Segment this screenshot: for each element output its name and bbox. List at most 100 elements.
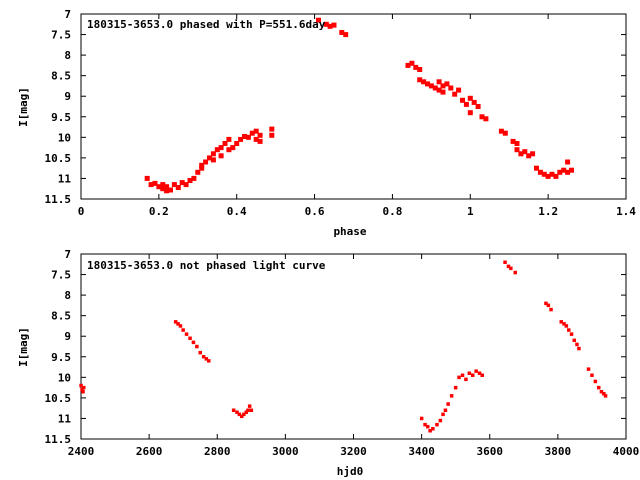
unphased-data-point [246, 408, 250, 412]
phased-data-point [565, 159, 571, 165]
unphased-data-point [577, 346, 581, 351]
phased-data-point [222, 141, 228, 146]
unphased-x-tick-label: 3000 [272, 445, 299, 458]
phased-y-tick-label: 8 [64, 49, 71, 62]
phased-data-point [183, 182, 189, 188]
unphased-data-point [195, 344, 199, 349]
unphased-x-tick-label: 4000 [613, 445, 640, 458]
phased-data-point [327, 23, 333, 29]
phased-data-point [530, 151, 536, 157]
unphased-data-point [549, 307, 553, 312]
unphased-data-point [513, 270, 517, 275]
unphased-y-tick-label: 11.5 [45, 433, 72, 446]
phased-data-point [456, 87, 462, 93]
phased-y-axis-label: I[mag] [17, 87, 30, 127]
phased-x-tick-label: 1 [467, 205, 474, 218]
phased-data-point [210, 157, 216, 163]
phased-data-point [498, 128, 504, 134]
unphased-data-point [575, 342, 579, 347]
unphased-data-point [590, 373, 594, 377]
phased-y-tick-label: 11 [58, 172, 72, 185]
unphased-data-point [82, 385, 86, 390]
phased-data-point [444, 81, 450, 87]
unphased-data-point [464, 377, 468, 382]
phased-data-point [452, 91, 458, 97]
unphased-data-point [477, 371, 482, 375]
unphased-plot-title: 180315-3653.0 not phased light curve [87, 259, 326, 272]
phased-data-point [269, 126, 275, 132]
phased-data-point [175, 185, 181, 190]
phased-data-point [164, 188, 170, 194]
unphased-data-point [506, 264, 511, 269]
phased-data-point [230, 145, 236, 151]
unphased-data-point [603, 394, 608, 398]
unphased-data-point [181, 328, 185, 332]
phased-data-point [171, 182, 177, 188]
phased-data-point [514, 141, 520, 146]
phased-x-tick-label: 0.6 [305, 205, 325, 218]
unphased-data-point [443, 408, 448, 412]
phased-data-point [160, 182, 166, 188]
phased-data-point [234, 141, 240, 146]
unphased-data-point [188, 336, 192, 340]
phased-data-point [417, 77, 423, 83]
unphased-data-point [457, 375, 461, 380]
unphased-data-point [567, 328, 571, 332]
phased-data-point [421, 79, 427, 85]
phased-y-tick-label: 9.5 [51, 111, 71, 124]
phased-x-tick-label: 1.2 [538, 205, 558, 218]
unphased-data-point [480, 373, 484, 377]
unphased-data-point [449, 394, 454, 398]
phased-data-point [179, 180, 185, 186]
phased-data-point [557, 169, 563, 175]
phased-data-point [514, 147, 520, 153]
phased-data-point [152, 180, 158, 186]
phased-data-point [199, 162, 205, 168]
phased-plot-title: 180315-3653.0 phased with P=551.6day [87, 18, 326, 31]
phased-data-point [537, 169, 543, 175]
unphased-y-axis-label: I[mag] [17, 327, 30, 367]
unphased-data-point [184, 332, 189, 336]
phased-data-point [144, 175, 150, 181]
phased-data-point [245, 134, 251, 140]
phased-data-point [203, 159, 209, 165]
phased-data-point [316, 17, 321, 23]
phased-x-tick-label: 0 [78, 205, 85, 218]
phased-data-point [440, 89, 446, 95]
unphased-y-tick-label: 8 [64, 289, 71, 302]
unphased-data-point [597, 385, 601, 390]
unphased-data-point [423, 422, 427, 427]
unphased-data-point [572, 338, 576, 343]
phased-data-point [475, 104, 481, 109]
phased-data-point [534, 165, 539, 171]
phased-y-tick-label: 7.5 [51, 29, 71, 42]
phased-data-point [253, 136, 259, 142]
phased-data-point [479, 114, 485, 120]
phased-data-point [210, 151, 216, 157]
unphased-y-tick-label: 8.5 [51, 310, 71, 323]
phased-x-tick-label: 1.4 [616, 205, 636, 218]
unphased-data-point [467, 371, 472, 375]
unphased-data-point [460, 373, 465, 377]
phased-data-point [405, 62, 411, 68]
unphased-data-point [446, 402, 450, 406]
unphased-data-point [441, 412, 445, 417]
phased-data-point [238, 136, 244, 142]
phased-data-point [164, 184, 170, 190]
phased-data-point [195, 169, 201, 175]
phased-data-point [541, 171, 547, 177]
unphased-y-tick-label: 9.5 [51, 351, 71, 364]
unphased-data-point [602, 392, 606, 396]
unphased-plot-frame [80, 253, 627, 440]
phased-data-point [257, 132, 263, 138]
phased-y-tick-label: 9 [64, 90, 71, 103]
unphased-x-tick-label: 2600 [136, 445, 163, 458]
unphased-data-point [173, 320, 178, 324]
unphased-data-point [438, 418, 443, 423]
phased-data-point [409, 60, 415, 66]
phased-data-point [510, 138, 516, 144]
unphased-x-axis-label: hjd0 [337, 465, 364, 478]
phased-data-point [467, 95, 473, 101]
phased-data-point [413, 64, 419, 70]
phased-data-point [518, 151, 524, 157]
